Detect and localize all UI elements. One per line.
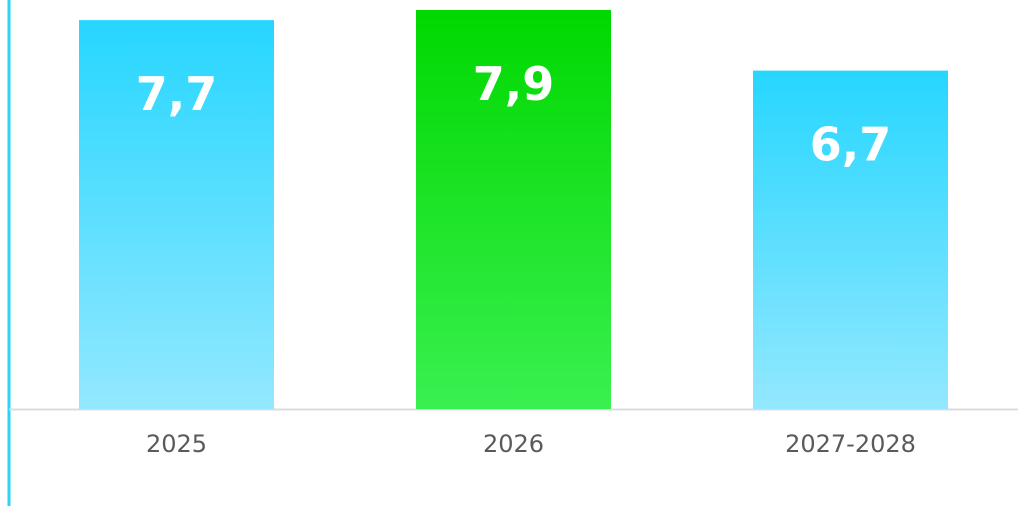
value-labels-layer: 7,7 7,9 6,7 — [136, 57, 892, 172]
category-label-2026: 2026 — [483, 430, 544, 458]
bar-2025 — [79, 20, 274, 410]
category-label-2027-2028: 2027-2028 — [785, 430, 916, 458]
value-label-2026: 7,9 — [473, 57, 555, 111]
value-label-2025: 7,7 — [136, 67, 218, 121]
category-labels-layer: 2025 2026 2027-2028 — [146, 430, 916, 458]
bars-layer — [79, 10, 948, 410]
category-label-2025: 2025 — [146, 430, 207, 458]
bar-2027-2028 — [753, 70, 948, 409]
bar-2026 — [416, 10, 611, 409]
value-label-2027-2028: 6,7 — [810, 118, 892, 172]
